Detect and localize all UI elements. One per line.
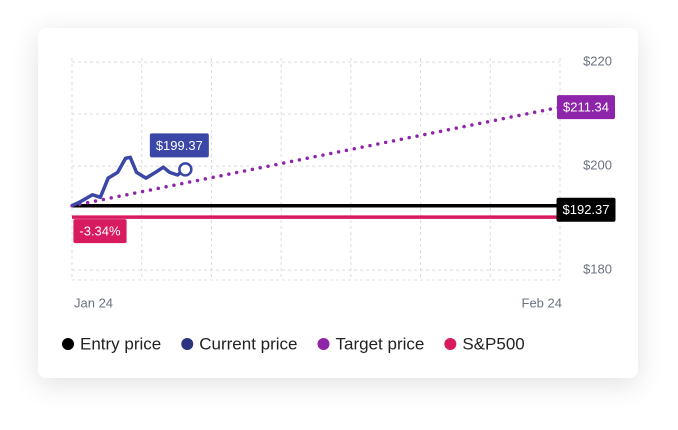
x-tick-label: Jan 24 xyxy=(74,295,113,310)
label-box xyxy=(556,197,616,222)
label-box xyxy=(73,219,127,244)
value-label: $192.37 xyxy=(556,197,616,222)
label-text: $211.34 xyxy=(563,100,609,115)
legend-dot xyxy=(62,338,74,350)
label-text: $199.37 xyxy=(156,138,203,153)
y-tick-label: $200 xyxy=(583,158,612,173)
series-line xyxy=(70,105,562,208)
label-box xyxy=(149,133,209,158)
y-tick-label: $180 xyxy=(583,262,612,277)
legend-label: Target price xyxy=(336,334,425,353)
label-text: $192.37 xyxy=(563,202,610,217)
legend-dot xyxy=(444,338,457,350)
legend-label: Current price xyxy=(199,334,297,353)
legend-dot xyxy=(317,338,330,350)
series-line xyxy=(71,155,187,208)
legend-dot xyxy=(181,338,194,350)
x-tick-label: Feb 24 xyxy=(522,295,562,310)
value-label: -3.34% xyxy=(73,219,127,244)
legend-label: S&P500 xyxy=(462,334,524,353)
legend-label: Entry price xyxy=(80,334,161,353)
value-label: $199.37 xyxy=(149,133,209,158)
current-marker xyxy=(178,162,193,177)
label-box xyxy=(556,95,616,120)
card xyxy=(38,28,638,378)
y-tick-label: $220 xyxy=(583,54,612,69)
label-text: -3.34% xyxy=(79,224,121,239)
value-label: $211.34 xyxy=(556,95,616,120)
